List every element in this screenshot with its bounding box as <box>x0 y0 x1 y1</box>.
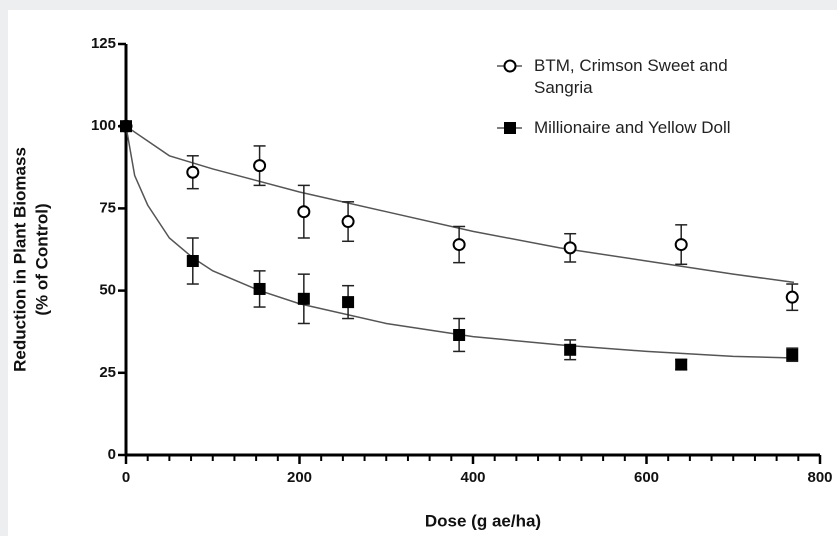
fit-curve <box>125 125 795 284</box>
y-axis-title: Reduction in Plant Biomass <box>10 147 29 372</box>
data-point <box>342 296 355 309</box>
y-tick-label: 50 <box>99 282 116 299</box>
legend-marker <box>504 122 516 134</box>
y-tick-label: 75 <box>99 199 116 216</box>
data-point <box>341 215 355 229</box>
x-tick-label: 200 <box>287 469 312 486</box>
data-point <box>120 120 132 133</box>
y-tick-label: 125 <box>91 35 116 52</box>
data-point <box>297 292 310 305</box>
x-tick-label: 800 <box>807 469 832 486</box>
legend-marker <box>503 59 517 73</box>
x-axis-title: Dose (g ae/ha) <box>425 511 541 530</box>
y-tick-label: 0 <box>108 446 116 463</box>
data-point <box>297 205 311 219</box>
data-point <box>186 165 200 179</box>
x-tick-label: 400 <box>460 469 485 486</box>
data-point <box>785 290 799 304</box>
data-point <box>563 241 577 255</box>
y-tick-label: 25 <box>99 364 116 381</box>
legend-label: Millionaire and Yellow Doll <box>534 118 731 137</box>
data-point <box>453 328 466 341</box>
data-point <box>674 238 688 252</box>
data-point <box>786 348 799 361</box>
data-point <box>452 238 466 252</box>
y-axis-title: (% of Control) <box>32 203 51 315</box>
y-tick-label: 100 <box>91 117 116 134</box>
data-point <box>253 282 266 295</box>
data-point <box>186 255 199 268</box>
x-tick-label: 600 <box>634 469 659 486</box>
x-tick-label: 0 <box>122 469 130 486</box>
fit-curve <box>125 126 794 359</box>
legend-label: BTM, Crimson Sweet and Sangria <box>534 56 728 97</box>
chart-area: 0 25 50 75 100 125 0 200 400 600 800 Dose (g ae/ha)… <box>8 10 837 536</box>
data-point <box>564 343 577 356</box>
data-point <box>675 358 688 371</box>
data-point <box>253 159 267 173</box>
